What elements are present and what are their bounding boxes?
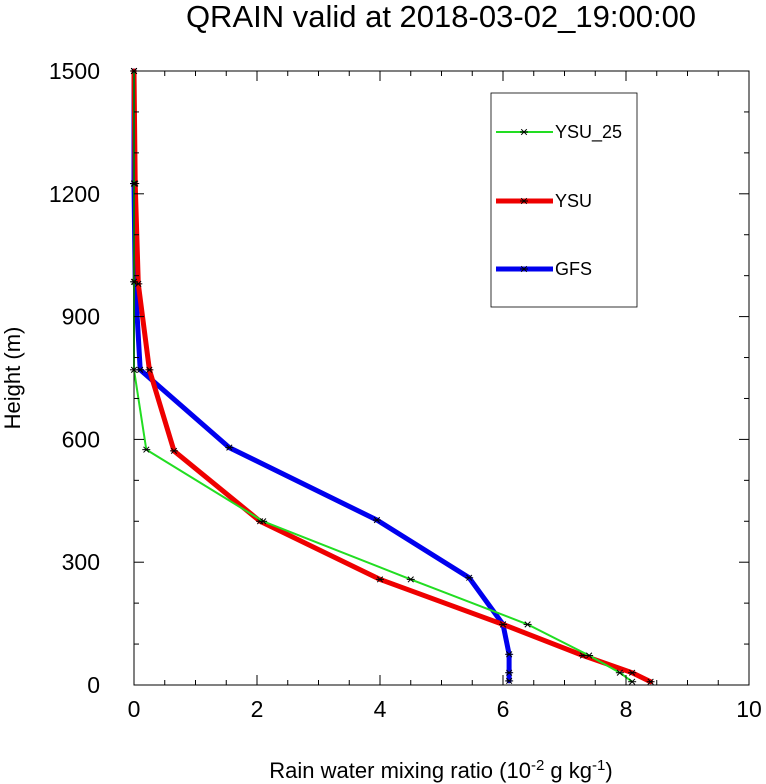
x-tick-label: 0 (128, 696, 141, 722)
series-point-ysu-4 (376, 576, 384, 583)
series-point-ysu-6 (169, 447, 178, 455)
series-point-ysu-25-4 (406, 576, 415, 583)
series-gfs (130, 67, 514, 685)
series-point-ysu-25-2 (585, 652, 594, 659)
x-tick-label: 2 (251, 696, 264, 722)
series-point-ysu-25-3 (523, 621, 532, 628)
y-tick-label: 0 (87, 672, 100, 698)
y-tick-label: 900 (62, 304, 100, 330)
series-point-ysu-7 (145, 366, 154, 373)
y-axis-label: Height (m) (0, 327, 25, 430)
legend-label-ysu: YSU (555, 191, 592, 211)
y-tick-label: 600 (62, 426, 100, 452)
series-point-ysu-25-1 (615, 669, 624, 676)
chart-title: QRAIN valid at 2018-03-02_19:00:00 (186, 0, 696, 34)
series-point-ysu-0 (646, 678, 655, 685)
legend-item-ysu: YSU (496, 191, 592, 211)
x-axis-label-exponent-2: -1 (592, 757, 605, 774)
y-tick-label: 1500 (49, 58, 100, 84)
legend-item-gfs: GFS (496, 259, 592, 279)
x-tick-label: 10 (736, 696, 762, 722)
y-tick-label: 1200 (49, 181, 100, 207)
legend-marker-ysu (520, 197, 528, 205)
series-point-ysu-1 (628, 669, 637, 676)
series-point-ysu-25-6 (142, 446, 151, 453)
series-point-gfs-0 (505, 677, 514, 685)
legend-item-ysu-25: YSU_25 (496, 122, 622, 143)
x-tick-label: 4 (374, 696, 387, 722)
x-axis-label-suffix: ) (605, 758, 612, 783)
x-tick-label: 6 (497, 696, 510, 722)
series-point-gfs-5 (372, 516, 381, 524)
series-point-ysu-3 (499, 621, 507, 628)
legend: YSU_25 YSU GFS (490, 92, 638, 308)
x-axis-label-prefix: Rain water mixing ratio (10 (269, 758, 531, 783)
series-line-gfs (131, 68, 512, 684)
x-axis-label-middle: g kg (544, 758, 592, 783)
series-point-gfs-2 (505, 651, 514, 658)
plot-frame (133, 70, 750, 686)
legend-label-gfs: GFS (555, 259, 592, 279)
x-axis-label: Rain water mixing ratio (10-2 g kg-1) (269, 757, 612, 783)
y-tick-label: 300 (62, 549, 100, 575)
series-point-ysu-25-0 (628, 678, 637, 685)
axes-layer: 0 2 4 6 8 10 0 300 600 900 1200 1500 (49, 58, 762, 722)
legend-marker-ysu-25 (520, 128, 528, 136)
series-point-gfs-6 (225, 444, 234, 451)
x-axis-label-exponent-1: -2 (531, 757, 544, 774)
legend-marker-gfs (520, 265, 528, 273)
series-point-ysu-25-5 (259, 518, 268, 525)
series-point-gfs-1 (505, 669, 514, 676)
series-point-gfs-4 (465, 574, 474, 581)
legend-label-ysu-25: YSU_25 (555, 122, 622, 143)
x-tick-label: 8 (620, 696, 633, 722)
